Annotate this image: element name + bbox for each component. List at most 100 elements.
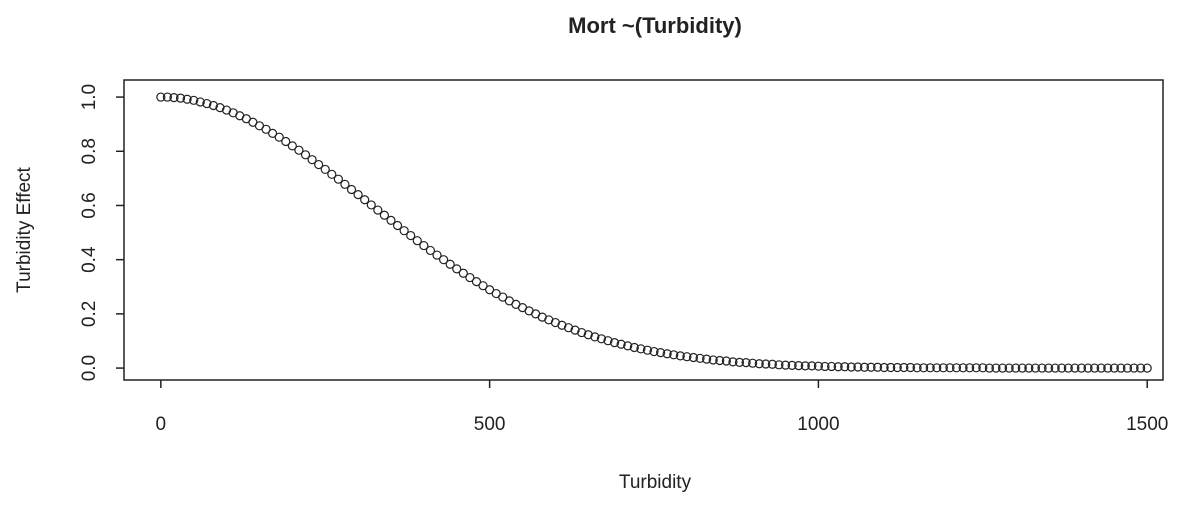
- y-tick-label: 0.4: [79, 246, 100, 273]
- y-tick-label: 1.0: [79, 84, 100, 110]
- point: [728, 357, 738, 367]
- point: [820, 361, 830, 372]
- point: [353, 190, 363, 200]
- point: [392, 220, 403, 231]
- point: [162, 92, 173, 102]
- point: [945, 363, 955, 373]
- point: [1070, 363, 1080, 373]
- x-tick-label: 500: [474, 414, 506, 435]
- point: [314, 159, 324, 170]
- point: [866, 362, 876, 372]
- point: [859, 362, 870, 372]
- y-axis-label: Turbidity Effect: [14, 166, 35, 292]
- point: [873, 362, 883, 372]
- point: [1057, 363, 1067, 373]
- point: [1136, 363, 1146, 373]
- point: [169, 93, 179, 103]
- point: [386, 215, 396, 225]
- point: [675, 351, 685, 361]
- point: [1096, 363, 1106, 373]
- point: [1090, 363, 1100, 373]
- point: [833, 362, 843, 372]
- point: [603, 336, 613, 346]
- point: [156, 92, 166, 102]
- point: [695, 353, 705, 363]
- point: [471, 277, 482, 287]
- point: [853, 362, 863, 372]
- point: [826, 361, 837, 372]
- point: [366, 200, 376, 210]
- point: [846, 362, 856, 372]
- point: [761, 359, 771, 369]
- x-tick-label: 0: [156, 414, 167, 435]
- point: [925, 363, 935, 373]
- point: [1004, 363, 1014, 373]
- point: [570, 325, 580, 335]
- point: [182, 94, 192, 104]
- point: [754, 359, 764, 369]
- point: [774, 360, 784, 370]
- point: [577, 327, 587, 338]
- point: [425, 245, 436, 256]
- point: [951, 363, 962, 373]
- point: [307, 155, 317, 165]
- point: [596, 334, 607, 344]
- point: [452, 264, 462, 274]
- point: [294, 145, 304, 155]
- point: [1129, 363, 1139, 373]
- point: [892, 362, 902, 373]
- point: [215, 103, 225, 113]
- point: [688, 352, 699, 363]
- point: [879, 362, 889, 373]
- point: [281, 136, 291, 147]
- point: [208, 100, 219, 111]
- point: [1076, 363, 1087, 373]
- point: [721, 356, 731, 366]
- point: [465, 272, 475, 283]
- point: [636, 344, 646, 354]
- point: [406, 230, 416, 241]
- point: [320, 164, 330, 175]
- point: [590, 332, 600, 342]
- point: [202, 98, 212, 109]
- point: [932, 363, 942, 373]
- point: [905, 362, 916, 373]
- point: [274, 132, 284, 142]
- point: [557, 320, 567, 330]
- point: [478, 281, 488, 291]
- point: [432, 250, 442, 260]
- point: [1050, 363, 1060, 373]
- point: [1030, 363, 1041, 373]
- y-tick-label: 0.0: [79, 355, 100, 381]
- point: [616, 339, 626, 349]
- point: [1043, 363, 1054, 373]
- point: [327, 169, 337, 179]
- point: [399, 226, 409, 236]
- point: [682, 352, 692, 362]
- point: [195, 97, 205, 107]
- point: [840, 362, 850, 372]
- point: [373, 205, 383, 215]
- point: [800, 361, 810, 371]
- point: [1083, 363, 1093, 373]
- y-tick-label: 0.2: [79, 301, 100, 327]
- y-tick-label: 0.8: [79, 138, 100, 164]
- point: [767, 359, 777, 369]
- point: [1109, 363, 1119, 373]
- point: [899, 362, 909, 373]
- point: [669, 350, 679, 360]
- y-tick-label: 0.6: [79, 192, 100, 218]
- point: [642, 345, 653, 355]
- point: [813, 361, 824, 371]
- point: [971, 363, 981, 373]
- point: [748, 358, 758, 368]
- point: [734, 357, 745, 367]
- point: [458, 268, 468, 278]
- point: [438, 255, 449, 265]
- point: [1024, 363, 1034, 373]
- plot-frame: [123, 79, 1164, 381]
- point: [702, 354, 712, 364]
- point: [1122, 363, 1133, 373]
- point: [563, 323, 574, 333]
- point: [1103, 363, 1113, 373]
